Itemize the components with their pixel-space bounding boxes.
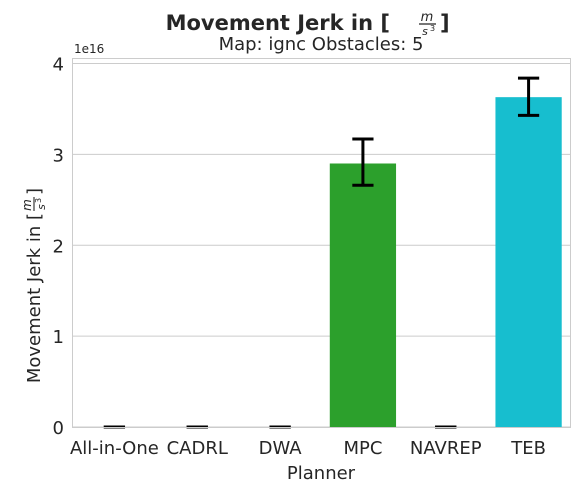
y-label-prefix: Movement Jerk in [ <box>24 213 45 383</box>
error-bars <box>103 76 540 429</box>
x-tick-label: CADRL <box>167 438 228 459</box>
plot-frame <box>72 58 571 428</box>
error-bar-teb <box>517 76 540 117</box>
bar-teb <box>495 97 562 427</box>
x-tick-label: TEB <box>510 438 546 459</box>
y-tick-label: 0 <box>53 418 64 439</box>
x-tick-label: MPC <box>343 438 382 459</box>
error-bar-mpc <box>352 137 374 187</box>
bars <box>329 97 562 427</box>
y-label-suffix: ] <box>24 188 45 195</box>
x-axis-label: Planner <box>287 463 356 484</box>
y-tick-label: 2 <box>53 236 64 257</box>
chart-subtitle: Map: ignc Obstacles: 5 <box>219 34 424 55</box>
x-tick-label: All-in-One <box>70 438 159 459</box>
y-label-unit-denominator: s <box>35 204 48 210</box>
y-tick-label: 4 <box>53 55 64 76</box>
y-axis-multiplier: 1e16 <box>74 42 104 56</box>
x-tick-label: DWA <box>259 438 303 459</box>
y-label-unit-exponent: 3 <box>34 198 43 203</box>
title-unit-exponent: 3 <box>430 24 435 33</box>
x-tick-label: NAVREP <box>410 438 482 459</box>
bar-mpc <box>329 163 397 427</box>
grid <box>73 63 570 428</box>
y-tick-label: 1 <box>53 327 64 348</box>
y-tick-labels: 0 1 2 3 4 <box>53 55 64 439</box>
chart-title: Movement Jerk in [ m s 3 ] <box>166 10 450 38</box>
title-suffix: ] <box>440 11 450 35</box>
y-label-unit-numerator: m <box>20 199 34 211</box>
y-axis-label: Movement Jerk in [ m s 3 ] <box>20 188 48 383</box>
title-unit-denominator: s <box>422 25 428 38</box>
x-tick-labels: All-in-One CADRL DWA MPC NAVREP TEB <box>70 438 546 459</box>
title-unit-numerator: m <box>421 10 434 25</box>
y-tick-label: 3 <box>53 145 64 166</box>
title-prefix: Movement Jerk in [ <box>166 11 390 35</box>
